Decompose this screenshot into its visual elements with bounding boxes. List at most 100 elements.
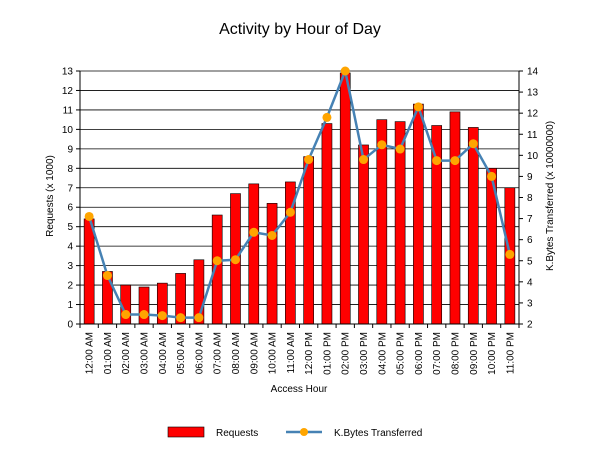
y2-tick-label: 7 bbox=[527, 214, 533, 225]
x-tick-label: 06:00 AM bbox=[194, 332, 205, 374]
y-tick-label: 9 bbox=[67, 144, 73, 155]
x-tick-label: 05:00 AM bbox=[176, 332, 187, 374]
chart-title: Activity by Hour of Day bbox=[219, 21, 381, 38]
y-tick-label: 8 bbox=[67, 164, 73, 175]
y2-tick-label: 11 bbox=[527, 130, 538, 141]
kbytes-point bbox=[102, 271, 112, 281]
legend-kbytes-label: K.Bytes Transferred bbox=[334, 428, 422, 439]
y-tick-label: 5 bbox=[67, 222, 73, 233]
x-tick-label: 02:00 AM bbox=[121, 332, 132, 374]
x-tick-label: 12:00 AM bbox=[85, 332, 96, 374]
kbytes-point bbox=[432, 156, 442, 166]
y-tick-label: 11 bbox=[63, 105, 74, 116]
x-tick-label: 05:00 PM bbox=[396, 332, 407, 375]
y2-tick-label: 13 bbox=[527, 88, 539, 99]
bar bbox=[376, 119, 388, 325]
x-axis-label: Access Hour bbox=[271, 384, 328, 395]
kbytes-point bbox=[340, 66, 350, 76]
kbytes-point bbox=[139, 310, 149, 320]
y-tick-label: 7 bbox=[67, 183, 73, 194]
bar bbox=[248, 183, 260, 325]
kbytes-point bbox=[468, 139, 478, 149]
x-tick-label: 02:00 PM bbox=[341, 332, 352, 375]
bar-layer bbox=[83, 72, 516, 325]
x-tick-label: 03:00 PM bbox=[359, 332, 370, 375]
y2-tick-label: 9 bbox=[527, 172, 533, 183]
kbytes-point bbox=[322, 112, 332, 122]
kbytes-point bbox=[249, 227, 259, 237]
x-tick-label: 07:00 PM bbox=[432, 332, 443, 375]
bar bbox=[266, 203, 278, 325]
kbytes-point bbox=[194, 313, 204, 323]
x-tick-label: 09:00 AM bbox=[249, 332, 260, 374]
x-tick-label: 10:00 PM bbox=[487, 332, 498, 375]
kbytes-point bbox=[230, 255, 240, 265]
y2-tick-label: 8 bbox=[527, 193, 533, 204]
legend-kbytes-marker bbox=[300, 428, 308, 436]
axis-layer bbox=[76, 70, 523, 328]
y2-axis-label: K.Bytes Transferred (x 10000000) bbox=[545, 121, 556, 271]
y-axis-label: Requests (x 1000) bbox=[45, 155, 56, 237]
kbytes-point bbox=[487, 171, 497, 181]
x-tick-label: 03:00 AM bbox=[140, 332, 151, 374]
x-tick-label: 11:00 AM bbox=[286, 332, 297, 374]
x-tick-label: 08:00 PM bbox=[450, 332, 461, 375]
x-tick-label: 09:00 PM bbox=[469, 332, 480, 375]
kbytes-point bbox=[395, 144, 405, 154]
y2-tick-label: 12 bbox=[527, 109, 539, 120]
kbytes-point bbox=[413, 102, 423, 112]
bar bbox=[431, 125, 443, 325]
x-tick-label: 01:00 AM bbox=[103, 332, 114, 374]
kbytes-point bbox=[212, 256, 222, 266]
y-tick-label: 6 bbox=[67, 203, 73, 214]
kbytes-point bbox=[121, 310, 131, 320]
kbytes-point bbox=[377, 140, 387, 150]
x-tick-label: 08:00 AM bbox=[231, 332, 242, 374]
y2-tick-label: 6 bbox=[527, 235, 533, 246]
kbytes-point bbox=[84, 211, 94, 221]
kbytes-point bbox=[176, 313, 186, 323]
kbytes-point bbox=[267, 230, 277, 240]
grid-layer bbox=[80, 70, 519, 325]
y-tick-label: 13 bbox=[62, 67, 74, 78]
y-tick-label: 10 bbox=[62, 125, 74, 136]
bar bbox=[303, 156, 314, 325]
kbytes-point bbox=[450, 156, 460, 166]
y-tick-label: 1 bbox=[67, 300, 73, 311]
x-tick-label: 04:00 AM bbox=[158, 332, 169, 374]
legend-requests-swatch bbox=[167, 426, 205, 438]
y-tick-label: 3 bbox=[67, 261, 73, 272]
line-layer bbox=[84, 66, 515, 323]
bar bbox=[339, 72, 351, 325]
x-tick-label: 01:00 PM bbox=[322, 332, 333, 375]
y2-tick-label: 2 bbox=[527, 320, 533, 331]
kbytes-point bbox=[359, 155, 369, 165]
bar bbox=[83, 218, 95, 325]
y2-tick-label: 4 bbox=[527, 277, 533, 288]
y2-tick-label: 3 bbox=[527, 298, 533, 309]
x-tick-label: 11:00 PM bbox=[505, 332, 516, 374]
legend: Requests K.Bytes Transferred bbox=[167, 426, 422, 439]
kbytes-series-line bbox=[87, 69, 512, 319]
legend-requests-label: Requests bbox=[216, 428, 258, 439]
bar bbox=[413, 103, 424, 325]
x-tick-label: 06:00 PM bbox=[414, 332, 425, 375]
tick-label-layer: 01234567891011121323456789101112131412:0… bbox=[62, 67, 539, 375]
kbytes-point bbox=[304, 155, 314, 165]
bar bbox=[321, 123, 333, 325]
kbytes-point bbox=[505, 249, 515, 259]
x-tick-label: 07:00 AM bbox=[213, 332, 224, 374]
bar bbox=[467, 127, 479, 325]
y2-tick-label: 5 bbox=[527, 256, 533, 267]
kbytes-point bbox=[157, 311, 167, 321]
y-tick-label: 2 bbox=[67, 281, 73, 292]
y-tick-label: 0 bbox=[67, 320, 73, 331]
kbytes-point bbox=[285, 207, 295, 217]
y2-tick-label: 10 bbox=[527, 151, 539, 162]
y-tick-label: 4 bbox=[67, 242, 73, 253]
y2-tick-label: 14 bbox=[527, 67, 539, 78]
y-tick-label: 12 bbox=[62, 86, 74, 97]
x-tick-label: 12:00 PM bbox=[304, 332, 315, 375]
